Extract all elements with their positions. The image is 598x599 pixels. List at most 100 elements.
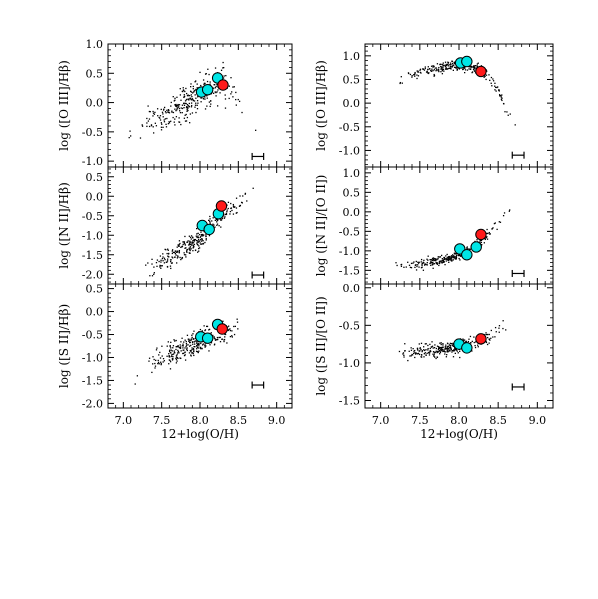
scatter-point (208, 328, 211, 331)
scatter-point (432, 347, 434, 349)
scatter-point (487, 232, 489, 235)
scatter-point (422, 68, 425, 70)
scatter-point (210, 332, 212, 334)
scatter-point (174, 256, 176, 258)
scatter-point (455, 256, 457, 258)
scatter-point (450, 258, 452, 260)
scatter-point (462, 338, 464, 340)
scatter-point (174, 250, 177, 252)
error-bar (251, 152, 265, 160)
scatter-point (172, 111, 175, 114)
scatter-point (483, 242, 485, 244)
scatter-point (192, 343, 194, 345)
scatter-point (134, 383, 136, 385)
scatter-point (182, 349, 184, 351)
scatter-point (174, 252, 177, 255)
scatter-point (490, 76, 493, 79)
scatter-point (396, 264, 398, 267)
scatter-point (436, 263, 438, 265)
scatter-point (447, 63, 449, 65)
scatter-point (208, 220, 211, 222)
scatter-point (209, 83, 211, 85)
scatter-point (452, 259, 454, 261)
scatter-point (431, 258, 434, 260)
scatter-point (192, 88, 194, 90)
x-tick-label: 7.5 (411, 414, 429, 427)
scatter-point (407, 72, 410, 74)
scatter-point (466, 69, 469, 71)
scatter-point (227, 329, 229, 332)
scatter-point (168, 252, 170, 255)
scatter-point (208, 234, 211, 237)
scatter-point (485, 333, 488, 336)
scatter-point (171, 111, 173, 113)
scatter-point (235, 104, 237, 106)
scatter-point (177, 104, 179, 107)
scatter-point (449, 350, 451, 352)
scatter-point (414, 72, 416, 75)
scatter-point (485, 341, 488, 344)
scatter-point (188, 243, 190, 245)
scatter-point (162, 256, 164, 258)
scatter-point (171, 355, 173, 358)
scatter-point (429, 351, 431, 353)
scatter-point (442, 344, 444, 346)
scatter-point (169, 368, 172, 370)
scatter-point (184, 102, 186, 105)
scatter-point (229, 328, 231, 330)
scatter-point (145, 264, 147, 266)
scatter-point (445, 67, 447, 69)
scatter-point (186, 348, 188, 350)
scatter-point (235, 98, 237, 101)
scatter-point (473, 66, 475, 68)
scatter-point (200, 84, 202, 87)
scatter-point (182, 87, 184, 89)
scatter-point (234, 325, 236, 328)
scatter-point (239, 195, 241, 197)
y-tick-label: -2.0 (82, 397, 103, 410)
scatter-point (176, 360, 178, 362)
scatter-point (428, 72, 430, 74)
scatter-point (153, 273, 155, 275)
scatter-point (147, 120, 150, 122)
scatter-point (219, 92, 221, 94)
scatter-point (425, 354, 427, 356)
scatter-point (441, 258, 444, 260)
scatter-point (429, 343, 431, 346)
scatter-point (446, 350, 449, 353)
scatter-point (181, 245, 183, 248)
scatter-point (441, 347, 443, 349)
scatter-point (235, 91, 237, 94)
scatter-point (477, 62, 479, 64)
scatter-point (151, 258, 153, 260)
scatter-point (163, 106, 166, 109)
red-marker (217, 79, 229, 91)
scatter-point (436, 63, 439, 65)
scatter-point (501, 99, 503, 102)
scatter-point (178, 250, 180, 252)
scatter-point (427, 66, 429, 68)
scatter-point (190, 248, 192, 250)
scatter-point (193, 354, 195, 357)
scatter-point (223, 339, 225, 341)
scatter-point (450, 257, 452, 259)
scatter-point (202, 239, 204, 242)
scatter-point (500, 96, 502, 98)
scatter-point (186, 110, 188, 112)
scatter-point (233, 86, 235, 88)
scatter-point (208, 101, 211, 103)
red-marker (475, 333, 487, 345)
y-tick-label: -0.5 (82, 126, 103, 139)
scatter-point (186, 349, 188, 352)
scatter-point (444, 350, 446, 353)
scatter-point (435, 70, 437, 72)
scatter-point (186, 241, 189, 243)
scatter-point (224, 213, 227, 216)
y-tick-label: 1.0 (343, 167, 361, 180)
scatter-point (170, 354, 173, 356)
scatter-point (192, 99, 195, 102)
scatter-point (416, 74, 418, 76)
scatter-point (452, 344, 454, 346)
scatter-point (190, 344, 192, 347)
scatter-point (201, 235, 203, 237)
